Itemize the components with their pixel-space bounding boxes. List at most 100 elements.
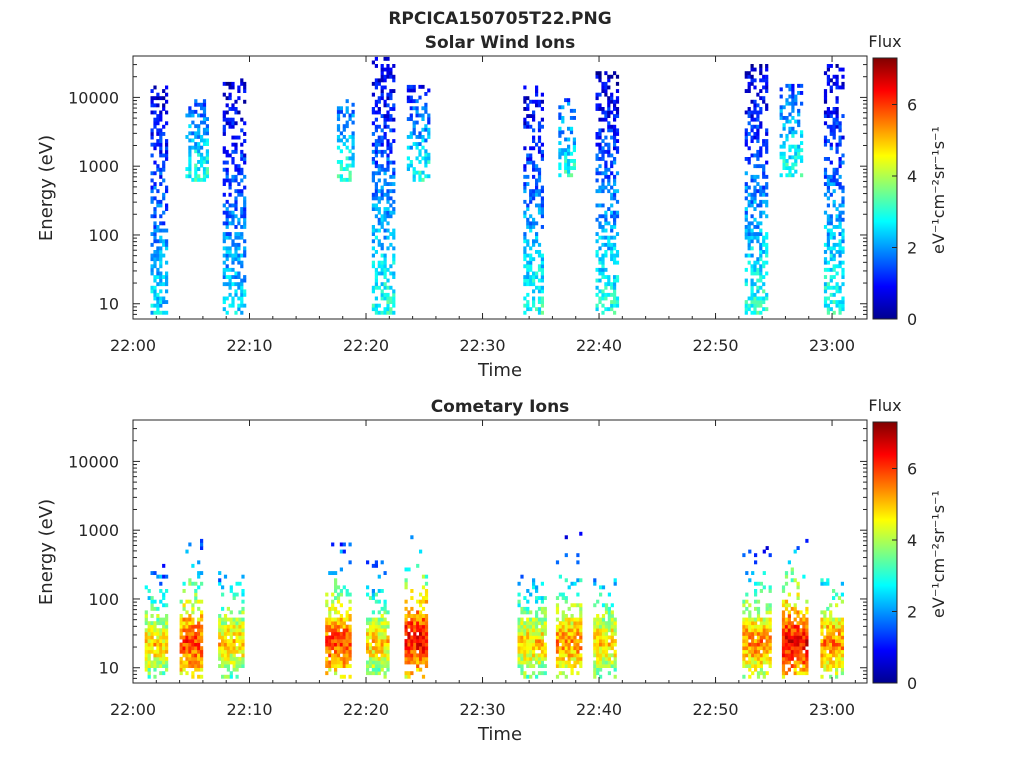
heatmap-cell <box>234 196 238 201</box>
heatmap-cell <box>159 250 163 254</box>
heatmap-cell <box>380 221 384 226</box>
heatmap-cell <box>832 107 836 111</box>
heatmap-cell <box>374 56 378 61</box>
heatmap-cell <box>237 89 241 93</box>
heatmap-cell <box>607 246 611 251</box>
heatmap-cell <box>225 121 229 126</box>
heatmap-cell <box>601 257 605 262</box>
heatmap-cell <box>579 617 583 622</box>
heatmap-cell <box>336 160 341 164</box>
heatmap-cell <box>841 271 845 276</box>
heatmap-cell <box>567 631 571 636</box>
heatmap-cell <box>759 310 763 315</box>
heatmap-cell <box>418 152 422 157</box>
heatmap-cell <box>535 639 539 643</box>
heatmap-cell <box>747 107 751 111</box>
heatmap-cell <box>200 145 204 150</box>
heatmap-cell <box>237 307 241 312</box>
heatmap-cell <box>526 621 530 626</box>
heatmap-cell <box>231 142 235 147</box>
heatmap-cell <box>228 85 232 90</box>
heatmap-cell <box>150 614 154 618</box>
heatmap-cell <box>840 624 844 629</box>
heatmap-cell <box>555 631 560 636</box>
heatmap-cell <box>188 578 192 583</box>
heatmap-cell <box>540 660 544 665</box>
heatmap-cell <box>610 160 614 165</box>
heatmap-cell <box>386 642 390 647</box>
heatmap-cell <box>231 253 235 258</box>
heatmap-cell <box>805 599 809 604</box>
heatmap-cell <box>610 135 614 140</box>
heatmap-cell <box>165 617 169 622</box>
heatmap-cell <box>377 574 381 579</box>
heatmap-cell <box>567 624 571 629</box>
heatmap-cell <box>200 624 204 629</box>
heatmap-cell <box>416 667 420 672</box>
heatmap-cell <box>564 159 568 163</box>
heatmap-cell <box>371 285 375 290</box>
heatmap-cell <box>800 83 804 88</box>
heatmap-cell <box>150 624 154 629</box>
heatmap-cell <box>573 656 577 661</box>
heatmap-cell <box>410 656 414 661</box>
heatmap-cell <box>165 649 169 654</box>
heatmap-cell <box>228 117 232 122</box>
heatmap-cell <box>607 278 611 283</box>
heatmap-cell <box>613 160 617 165</box>
heatmap-cell <box>153 653 157 658</box>
heatmap-cell <box>374 149 378 154</box>
heatmap-cell <box>841 228 845 233</box>
heatmap-cell <box>197 646 201 651</box>
heatmap-cell <box>555 649 560 654</box>
heatmap-cell <box>222 124 226 129</box>
heatmap-cell <box>156 617 160 622</box>
heatmap-cell <box>535 610 539 615</box>
heatmap-cell <box>351 109 355 114</box>
heatmap-cell <box>604 185 608 190</box>
heatmap-cell <box>613 282 617 287</box>
heatmap-cell <box>223 631 228 636</box>
heatmap-cell <box>243 174 247 179</box>
heatmap-cell <box>744 182 748 186</box>
heatmap-cell <box>406 95 410 100</box>
heatmap-cell <box>765 199 769 204</box>
heatmap-cell <box>765 85 769 90</box>
heatmap-cell <box>188 653 192 658</box>
heatmap-cell <box>153 121 157 126</box>
heatmap-cell <box>523 610 527 615</box>
colorbar-gradient <box>872 57 898 320</box>
heatmap-cell <box>762 85 766 90</box>
heatmap-cell <box>331 603 335 608</box>
heatmap-cell <box>826 114 830 118</box>
heatmap-cell <box>576 660 580 665</box>
heatmap-cell <box>793 624 797 629</box>
heatmap-cell <box>835 649 839 654</box>
heatmap-cell <box>745 660 749 665</box>
heatmap-cell <box>564 169 568 174</box>
heatmap-cell <box>751 621 755 626</box>
heatmap-cell <box>339 163 343 168</box>
heatmap-cell <box>165 92 169 97</box>
heatmap-cell <box>781 667 786 672</box>
heatmap-cell <box>613 196 617 201</box>
heatmap-cell <box>800 173 804 178</box>
heatmap-cell <box>567 621 571 626</box>
heatmap-cell <box>756 132 760 136</box>
heatmap-cell <box>371 196 375 201</box>
heatmap-cell <box>753 300 757 304</box>
heatmap-cell <box>826 110 830 115</box>
heatmap-cell <box>532 242 536 247</box>
heatmap-cell <box>793 671 797 676</box>
heatmap-cell <box>371 260 375 265</box>
heatmap-cell <box>604 228 608 233</box>
heatmap-cell <box>412 131 416 136</box>
heatmap-cell <box>162 642 166 647</box>
heatmap-cell <box>377 210 381 215</box>
heatmap-cell <box>532 621 536 626</box>
heatmap-cell <box>829 624 833 629</box>
heatmap-cell <box>598 300 602 304</box>
heatmap-cell <box>791 155 795 160</box>
heatmap-cell <box>829 642 833 647</box>
heatmap-cell <box>374 103 378 108</box>
